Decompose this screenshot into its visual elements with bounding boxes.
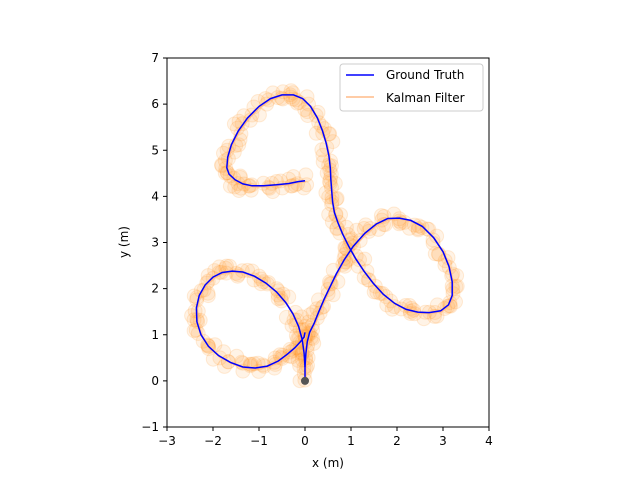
kalman-estimate-point (269, 281, 285, 297)
kalman-estimate-point (369, 284, 385, 300)
ground-truth-line (195, 270, 306, 369)
x-tick-label: −3 (158, 434, 176, 448)
x-tick-label: 2 (393, 434, 401, 448)
x-tick-label: 1 (347, 434, 355, 448)
kalman-estimate-point (427, 246, 443, 262)
kalman-estimate-point (187, 303, 203, 319)
kalman-estimate-point (226, 116, 242, 132)
y-tick-label: 7 (151, 51, 159, 65)
y-axis-label: y (m) (117, 226, 131, 258)
x-tick-label: 0 (301, 434, 309, 448)
legend-label-ground-truth: Ground Truth (386, 68, 464, 82)
kalman-estimate-point (231, 183, 247, 198)
kalman-estimate-point (261, 275, 276, 291)
kalman-estimate-point (240, 262, 256, 278)
ground-truth-line (226, 94, 453, 381)
kalman-estimate-point (278, 309, 294, 325)
legend-label-kalman-filter: Kalman Filter (386, 91, 465, 105)
start-marker (301, 376, 309, 385)
kalman-estimate-point (299, 177, 315, 193)
kalman-estimate-point (229, 348, 245, 364)
y-tick-label: 0 (151, 374, 159, 388)
kalman-estimate-point (352, 252, 367, 268)
y-tick-label: 5 (151, 143, 159, 157)
kalman-estimate-point (391, 216, 407, 232)
legend-box (339, 63, 484, 112)
kalman-estimate-point (281, 348, 297, 364)
kalman-estimate-point (275, 286, 291, 302)
kalman-estimate-point (205, 351, 221, 367)
kalman-estimate-point (275, 347, 291, 363)
axis-ticks: −3 −2 −1 0 1 2 3 4 −1 0 1 2 3 4 5 6 7 (141, 51, 493, 448)
kalman-estimate-point (270, 283, 286, 299)
kalman-estimate-point (253, 276, 269, 292)
y-tick-label: 6 (151, 97, 159, 111)
y-tick-label: 1 (151, 328, 159, 342)
kalman-estimate-point (184, 308, 200, 324)
kalman-estimate-point (274, 293, 289, 309)
x-tick-label: −1 (250, 434, 268, 448)
kalman-estimate-point (282, 341, 298, 357)
legend: Ground Truth Kalman Filter (339, 63, 484, 112)
y-tick-label: −1 (141, 420, 159, 434)
kalman-estimate-point (270, 291, 286, 307)
x-axis-label: x (m) (312, 456, 344, 470)
kalman-estimate-point (242, 112, 258, 128)
kalman-estimate-point (360, 272, 376, 288)
x-tick-label: −2 (204, 434, 222, 448)
kalman-estimate-point (359, 263, 375, 279)
plot-area (184, 83, 465, 389)
y-tick-label: 4 (151, 189, 159, 203)
kalman-estimate-point (201, 341, 217, 357)
y-tick-label: 2 (151, 282, 159, 296)
kalman-estimate-point (349, 222, 365, 238)
kalman-estimate-point (419, 221, 435, 237)
kalman-estimate-point (214, 158, 230, 174)
kalman-estimate-point (322, 174, 337, 190)
x-tick-label: 3 (439, 434, 447, 448)
kalman-estimate-point (421, 221, 437, 237)
kalman-estimate-point (222, 178, 238, 194)
kalman-estimate-point (300, 108, 316, 123)
kalman-estimate-point (350, 258, 366, 274)
x-tick-label: 4 (485, 434, 493, 448)
kalman-estimate-point (357, 251, 373, 267)
kalman-estimate-point (425, 232, 441, 248)
y-tick-label: 3 (151, 236, 159, 250)
kalman-estimate-point (372, 285, 388, 301)
